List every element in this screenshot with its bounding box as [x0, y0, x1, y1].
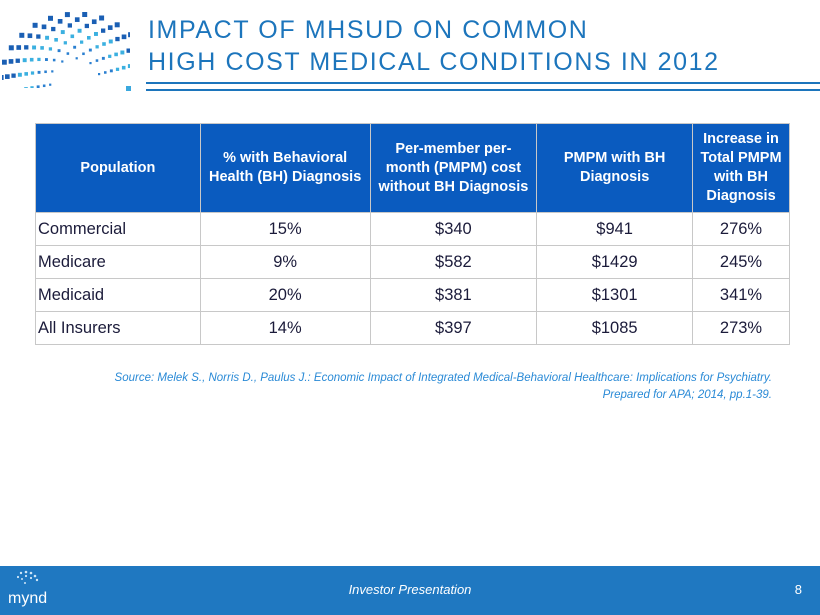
table-cell: $1085 — [536, 311, 694, 345]
source-line-1: Source: Melek S., Norris D., Paulus J.: … — [114, 372, 772, 384]
table-row: Commercial 15% $340 $941 276% — [35, 212, 790, 246]
col-header: PMPM with BH Diagnosis — [536, 123, 694, 213]
cost-table: Population % with Behavioral Health (BH)… — [35, 123, 790, 345]
title-divider — [146, 82, 820, 84]
table-cell: $1429 — [536, 245, 694, 279]
table-cell: 273% — [692, 311, 790, 345]
footer-label: Investor Presentation — [348, 582, 472, 597]
title-line-1: IMPACT OF MHSUD ON COMMON — [148, 16, 589, 44]
col-header: Per-member per-month (PMPM) cost without… — [369, 123, 538, 213]
page-number: 8 — [794, 582, 802, 597]
table-cell: 9% — [199, 245, 371, 279]
source-line-2: Prepared for APA; 2014, pp.1-39. — [602, 389, 772, 401]
footer-bar: mynd Investor Presentation 8 — [0, 566, 820, 615]
table-cell: All Insurers — [35, 311, 201, 345]
table-row: All Insurers 14% $397 $1085 273% — [35, 311, 790, 345]
source-citation: Source: Melek S., Norris D., Paulus J.: … — [115, 370, 772, 404]
company-logo-dots — [2, 12, 130, 88]
table-cell: $381 — [369, 278, 538, 312]
table-cell: Medicaid — [35, 278, 201, 312]
title-divider-2 — [146, 89, 820, 91]
table-cell: $582 — [369, 245, 538, 279]
table-row: Medicare 9% $582 $1429 245% — [35, 245, 790, 279]
accent-square — [126, 86, 131, 91]
title-line-2: HIGH COST MEDICAL CONDITIONS IN 2012 — [148, 48, 720, 76]
table-cell: 20% — [199, 278, 371, 312]
col-header: % with Behavioral Health (BH) Diagnosis — [199, 123, 371, 213]
table-cell: $340 — [369, 212, 538, 246]
table-cell: 276% — [692, 212, 790, 246]
footer-logo-dots-icon — [16, 570, 39, 584]
table-row: Medicaid 20% $381 $1301 341% — [35, 278, 790, 312]
footer-brand-text: mynd — [8, 590, 48, 607]
table-cell: Commercial — [35, 212, 201, 246]
table-cell: 341% — [692, 278, 790, 312]
col-header: Population — [35, 123, 201, 213]
table-cell: 15% — [199, 212, 371, 246]
table-cell: 14% — [199, 311, 371, 345]
table-header-row: Population % with Behavioral Health (BH)… — [35, 123, 790, 213]
table-cell: $397 — [369, 311, 538, 345]
table-cell: Medicare — [35, 245, 201, 279]
table-cell: 245% — [692, 245, 790, 279]
col-header: Increase in Total PMPM with BH Diagnosis — [692, 123, 790, 213]
footer-logo: mynd — [6, 568, 66, 614]
table-cell: $941 — [536, 212, 694, 246]
page-title: IMPACT OF MHSUD ON COMMON HIGH COST MEDI… — [148, 14, 720, 78]
table-cell: $1301 — [536, 278, 694, 312]
